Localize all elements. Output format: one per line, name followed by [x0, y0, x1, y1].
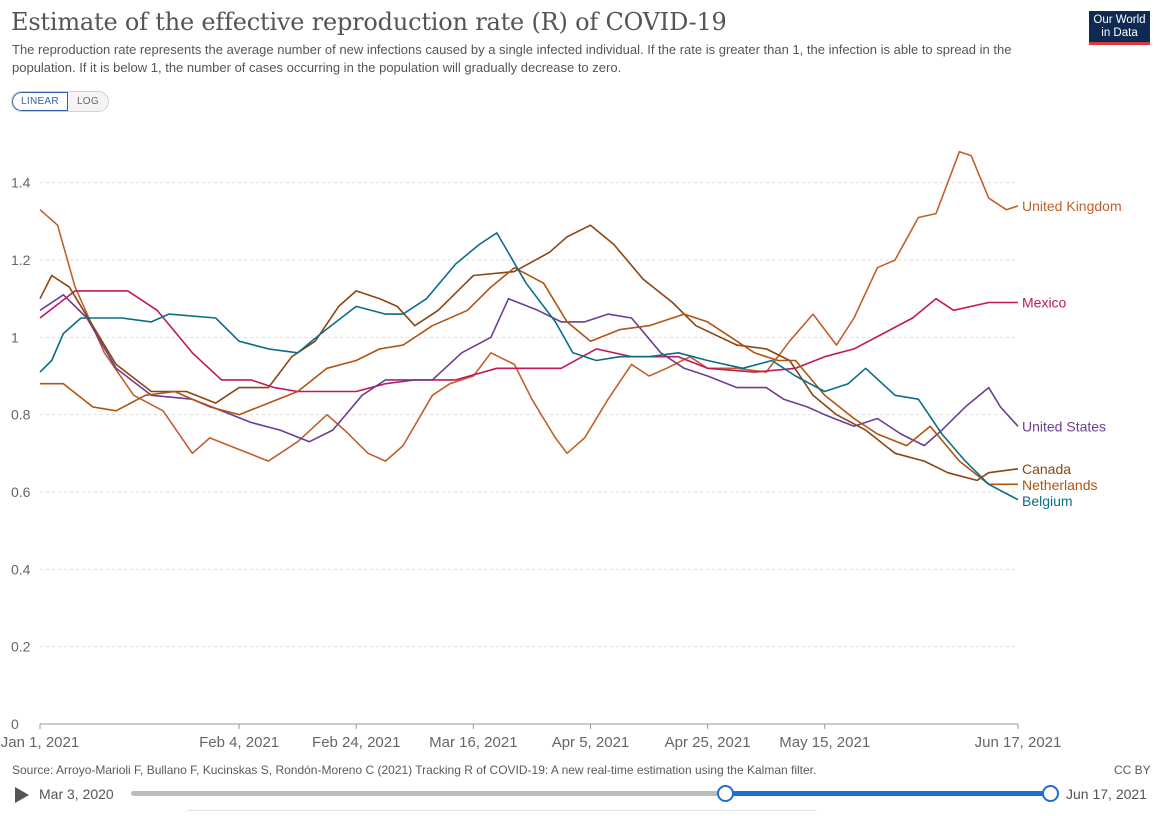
series-line-united-states	[39, 294, 1019, 447]
y-tick-label: 1.2	[11, 252, 31, 268]
x-tick-label: Feb 4, 2021	[199, 734, 279, 751]
linear-scale-button[interactable]: LINEAR	[12, 92, 68, 111]
timeline-end-label: Jun 17, 2021	[1066, 786, 1147, 802]
y-tick-label: 0	[11, 716, 19, 732]
chart-subtitle: The reproduction rate represents the ave…	[12, 42, 1012, 75]
timeline-start-label: Mar 3, 2020	[39, 786, 114, 802]
x-tick-label: Mar 16, 2021	[429, 734, 517, 751]
license-link[interactable]: CC BY	[1114, 763, 1151, 777]
owid-logo[interactable]: Our World in Data	[1089, 11, 1150, 45]
series-line-netherlands	[40, 266, 1018, 486]
y-tick-label: 1.4	[11, 175, 31, 191]
logo-line-1: Our World	[1093, 14, 1146, 26]
series-label-belgium: Belgium	[1022, 493, 1073, 509]
timeline-end-handle[interactable]	[1042, 785, 1059, 802]
y-tick-label: 0.8	[11, 407, 31, 423]
scale-toggle: LINEAR LOG	[11, 91, 109, 112]
series-label-united-states: United States	[1022, 418, 1106, 434]
timeline: Mar 3, 2020 Jun 17, 2021	[0, 780, 1161, 810]
timeline-track[interactable]	[131, 791, 1050, 796]
y-tick-label: 0.4	[11, 561, 31, 577]
y-tick-label: 1	[11, 329, 19, 345]
series-line-mexico	[39, 290, 1018, 393]
x-tick-label: Apr 5, 2021	[552, 734, 630, 751]
y-tick-label: 0.6	[11, 484, 31, 500]
series-label-mexico: Mexico	[1022, 295, 1067, 311]
bottom-divider	[187, 810, 817, 816]
timeline-start-handle[interactable]	[716, 785, 734, 802]
play-icon[interactable]	[15, 787, 29, 803]
series-line-canada	[39, 224, 1019, 482]
x-tick-label: Jan 1, 2021	[1, 734, 79, 751]
series-line-united-kingdom	[39, 150, 1019, 462]
x-tick-label: Feb 24, 2021	[312, 734, 400, 751]
y-tick-label: 0.2	[11, 639, 31, 655]
series-label-canada: Canada	[1022, 461, 1071, 477]
timeline-selected-range	[724, 791, 1050, 796]
source-note: Source: Arroyo-Marioli F, Bullano F, Kuc…	[12, 763, 817, 777]
logo-line-2: in Data	[1101, 27, 1138, 39]
series-label-united-kingdom: United Kingdom	[1022, 198, 1122, 214]
chart-title: Estimate of the effective reproduction r…	[11, 8, 727, 36]
x-tick-label: Jun 17, 2021	[975, 734, 1062, 751]
series-label-netherlands: Netherlands	[1022, 477, 1098, 493]
x-tick-label: Apr 25, 2021	[665, 734, 751, 751]
line-chart: 0 0.2 0.4 0.6 0.8 1 1.2 1.4 Jan 1, 2021 Feb 4, 20…	[1, 150, 1122, 751]
series-line-belgium	[39, 232, 1019, 501]
log-scale-button[interactable]: LOG	[67, 92, 108, 111]
x-tick-label: May 15, 2021	[779, 734, 870, 751]
